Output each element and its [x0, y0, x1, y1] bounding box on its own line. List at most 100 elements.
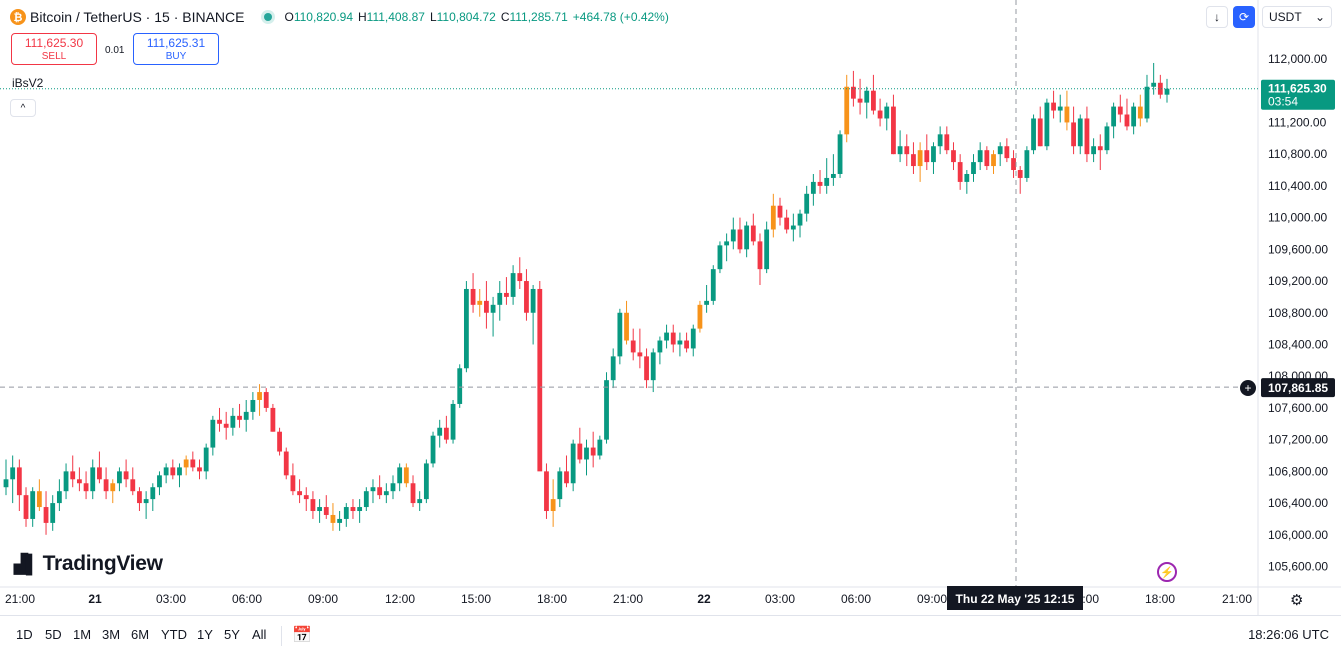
candle-body — [1004, 146, 1010, 159]
y-tick-label: 108,800.00 — [1268, 306, 1328, 320]
candle-body — [1044, 102, 1050, 147]
candle-body — [97, 467, 102, 480]
calendar-icon[interactable]: 📅 — [292, 627, 312, 644]
candle-body — [570, 443, 576, 484]
candle-body — [437, 427, 443, 436]
candle-body — [297, 491, 302, 496]
candle-body — [1104, 126, 1110, 151]
candle-body — [537, 288, 543, 472]
candle-body — [871, 90, 876, 111]
candle-body — [971, 162, 976, 174]
candle-body — [30, 491, 36, 519]
x-tick-label: 03:00 — [765, 592, 795, 606]
candle-body — [924, 150, 930, 163]
range-1y[interactable]: 1Y — [197, 627, 213, 642]
candle-body — [657, 340, 663, 353]
candle-body — [350, 507, 356, 512]
sync-button[interactable]: ⟳ — [1233, 6, 1255, 28]
chart-canvas[interactable]: 112,000.00 111,200.00 110,800.00 110,400.00… — [0, 0, 1341, 615]
range-1d[interactable]: 1D — [16, 627, 33, 642]
crosshair-price-value: 107,861.85 — [1268, 381, 1328, 395]
candle-body — [1077, 118, 1083, 147]
x-tick-label: 21 — [88, 592, 102, 606]
candle-body — [1124, 114, 1130, 127]
candle-body — [730, 229, 736, 242]
candle-body — [217, 419, 222, 424]
range-5y[interactable]: 5Y — [224, 627, 240, 642]
candle-body — [917, 150, 923, 167]
candle-body — [197, 467, 202, 472]
price-change: +464.78 (+0.42%) — [572, 10, 669, 24]
candle-body — [490, 304, 496, 313]
candle-body — [410, 483, 416, 504]
candle-body — [1131, 106, 1137, 127]
candle-body — [891, 106, 896, 155]
range-ytd[interactable]: YTD — [161, 627, 187, 642]
y-tick-label: 105,600.00 — [1268, 560, 1328, 574]
symbol-title[interactable]: Bitcoin / TetherUS · 15 · BINANCE — [30, 9, 245, 25]
logo-text: TradingView — [42, 552, 163, 575]
buy-price: 111,625.31 — [146, 36, 206, 50]
candle-body — [463, 288, 469, 369]
candle-body — [1011, 158, 1016, 171]
tradingview-logo[interactable]: ▟▌ TradingView — [14, 552, 163, 576]
last-price-value: 111,625.30 — [1268, 82, 1327, 96]
divider — [281, 626, 282, 646]
candle-body — [223, 423, 229, 428]
candle-body — [210, 419, 216, 448]
sell-button[interactable]: 111,625.30 SELL — [11, 33, 97, 65]
x-tick-label: 18:00 — [1145, 592, 1175, 606]
candle-body — [310, 499, 316, 512]
candle-body — [810, 181, 816, 194]
candle-body — [43, 507, 49, 523]
range-all[interactable]: All — [252, 627, 267, 642]
candle-body — [484, 300, 489, 313]
candle-body — [864, 90, 870, 103]
market-status-icon[interactable] — [264, 13, 273, 21]
buy-button[interactable]: 111,625.31 BUY — [133, 33, 219, 65]
candle-body — [363, 491, 369, 508]
candle-body — [370, 487, 376, 492]
utc-clock[interactable]: 18:26:06 UTC — [1248, 627, 1329, 642]
indicator-label[interactable]: iBsV2 — [12, 76, 44, 90]
candle-body — [824, 177, 830, 186]
x-tick-label: 09:00 — [308, 592, 338, 606]
candle-body — [610, 356, 616, 381]
crosshair-plus-icon[interactable]: + — [1240, 380, 1256, 396]
candle-body — [597, 439, 603, 456]
candle-body — [850, 86, 856, 99]
currency-select[interactable]: USDT ⌄ — [1262, 6, 1332, 28]
chevron-down-icon: ⌄ — [1314, 10, 1325, 24]
candle-body — [777, 205, 783, 218]
range-1m[interactable]: 1M — [73, 627, 92, 642]
candle-body — [590, 447, 596, 456]
range-3m[interactable]: 3M — [102, 627, 121, 642]
collapse-indicators-button[interactable]: ^ — [10, 99, 36, 117]
download-button[interactable]: ↓ — [1206, 6, 1228, 28]
range-6m[interactable]: 6M — [131, 627, 150, 642]
ohlc-open: O110,820.94 — [284, 10, 353, 24]
x-tick-label: 21:00 — [613, 592, 643, 606]
candle-body — [497, 292, 503, 305]
candle-body — [23, 495, 29, 519]
settings-icon[interactable]: ⚙ — [1290, 592, 1304, 609]
x-tick-label: 09:00 — [917, 592, 947, 606]
candle-body — [964, 173, 970, 182]
tradingview-mark-icon: ▟▌ — [14, 553, 39, 574]
y-tick-label: 110,800.00 — [1268, 147, 1327, 161]
candle-body — [357, 507, 363, 512]
symbol-header[interactable]: ₿ Bitcoin / TetherUS · 15 · BINANCE O110… — [10, 6, 669, 28]
candle-body — [1111, 106, 1117, 127]
candle-body — [457, 368, 463, 404]
bolt-icon[interactable]: ⚡ — [1157, 562, 1177, 582]
candle-body — [403, 467, 409, 484]
candle-body — [1164, 88, 1170, 95]
candle-body — [170, 467, 176, 476]
candle-body — [630, 340, 636, 353]
y-tick-label: 106,000.00 — [1268, 528, 1328, 542]
candle-body — [764, 229, 770, 270]
range-5d[interactable]: 5D — [45, 627, 62, 642]
x-tick-label: 18:00 — [537, 592, 567, 606]
candle-body — [1084, 118, 1090, 155]
candle-body — [750, 225, 756, 242]
